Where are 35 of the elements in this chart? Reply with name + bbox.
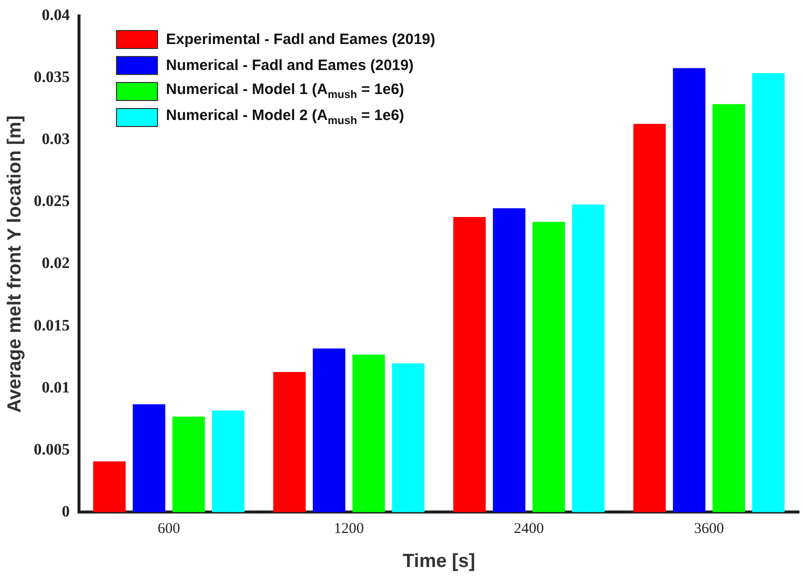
bar	[532, 222, 565, 512]
bar	[392, 363, 425, 512]
bar	[312, 348, 346, 512]
y-tick-label: 0.03	[42, 131, 70, 148]
bar	[212, 410, 244, 512]
y-tick-label: 0	[62, 503, 70, 520]
bar	[172, 416, 205, 512]
y-tick-label: 0.04	[42, 7, 70, 24]
y-axis-title: Average melt front Y location [m]	[4, 115, 26, 413]
legend-label: Numerical - Model 1 (A$_{mush}$ = 1e6)	[166, 81, 404, 101]
bar	[132, 404, 166, 512]
legend-label: Numerical - Fadl and Eames (2019)	[166, 56, 414, 74]
bar	[273, 372, 306, 512]
x-tick-label: 2400	[514, 521, 544, 538]
bar	[492, 208, 526, 512]
legend-label: Experimental - Fadl and Eames (2019)	[166, 30, 436, 48]
bar	[352, 354, 385, 512]
legend-label: Numerical - Model 2 (A$_{mush}$ = 1e6)	[166, 107, 404, 127]
y-tick-label: 0.01	[42, 379, 70, 396]
bar	[453, 216, 486, 512]
y-tick-label: 0.015	[34, 317, 70, 334]
bar	[752, 73, 785, 512]
bar	[93, 461, 126, 512]
y-tick-label: 0.005	[34, 441, 70, 458]
y-tick-label: 0.02	[42, 255, 70, 272]
x-axis-title: Time [s]	[402, 550, 476, 572]
bar	[633, 124, 666, 512]
x-tick-label: 600	[158, 521, 180, 538]
bar	[712, 104, 746, 512]
bar	[572, 204, 605, 512]
y-tick-label: 0.035	[34, 69, 70, 86]
x-tick-label: 3600	[694, 521, 724, 538]
x-tick-label: 1200	[334, 521, 364, 538]
bar	[672, 68, 706, 512]
y-tick-label: 0.025	[34, 193, 70, 210]
